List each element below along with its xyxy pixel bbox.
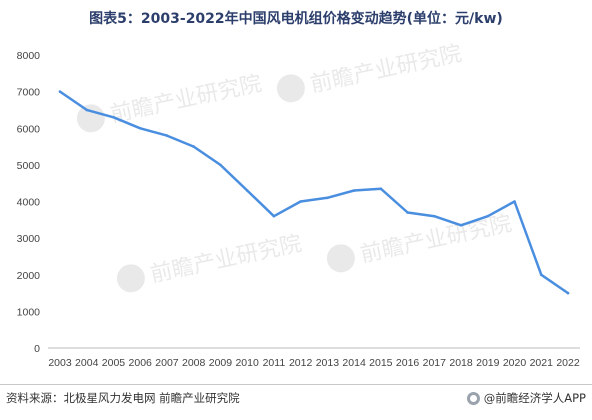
watermark-text: 前瞻产业研究院 xyxy=(358,210,514,266)
y-tick-label: 2000 xyxy=(17,270,41,282)
brand-credit: @前瞻经济学人APP xyxy=(466,390,586,406)
data-point xyxy=(58,90,62,93)
x-tick-label: 2004 xyxy=(75,357,99,369)
x-tick-label: 2015 xyxy=(369,357,393,369)
x-tick-label: 2019 xyxy=(476,357,500,369)
watermark-text: 前瞻产业研究院 xyxy=(108,70,264,126)
y-tick-label: 8000 xyxy=(17,50,41,62)
brand-text: @前瞻经济学人APP xyxy=(483,391,586,405)
data-point xyxy=(459,224,463,227)
data-point xyxy=(165,134,169,137)
watermark-logo: 前瞻产业研究院 xyxy=(116,230,304,293)
series-line xyxy=(58,90,570,295)
x-tick-label: 2005 xyxy=(102,357,126,369)
x-tick-label: 2020 xyxy=(503,357,527,369)
y-tick-label: 5000 xyxy=(17,160,41,172)
x-tick-label: 2003 xyxy=(48,357,72,369)
data-point xyxy=(486,214,490,218)
watermark-text: 前瞻产业研究院 xyxy=(308,40,464,96)
y-tick-label: 4000 xyxy=(17,197,41,209)
series-layer xyxy=(58,90,570,295)
data-point xyxy=(245,189,249,192)
y-tick-label: 0 xyxy=(34,343,40,355)
data-point xyxy=(433,214,436,218)
watermark-logo: 前瞻产业研究院 xyxy=(76,70,264,133)
x-tick-label: 2016 xyxy=(396,357,420,369)
x-axis: 2003 2004 2005 2006 2007 2008 2009 2010 2011 2012… xyxy=(48,347,580,369)
watermark-logo: 前瞻产业研究院 xyxy=(276,40,464,103)
app-logo-icon xyxy=(466,391,480,405)
data-point xyxy=(513,200,516,203)
data-point xyxy=(406,211,409,214)
x-tick-label: 2010 xyxy=(235,357,259,369)
y-tick-label: 6000 xyxy=(17,123,41,135)
data-point xyxy=(85,108,89,112)
y-axis: 0 1000 2000 3000 4000 5000 6000 7000 8000 xyxy=(17,50,41,355)
data-point xyxy=(112,115,115,119)
x-tick-label: 2012 xyxy=(289,357,313,369)
footer-divider xyxy=(0,384,592,385)
data-point xyxy=(219,163,222,167)
x-tick-label: 2018 xyxy=(449,357,473,369)
x-tick-label: 2009 xyxy=(209,357,233,369)
y-tick-label: 3000 xyxy=(17,233,41,245)
watermark-logo: 前瞻产业研究院 xyxy=(326,210,514,273)
x-tick-label: 2006 xyxy=(129,357,153,369)
x-tick-label: 2014 xyxy=(342,357,366,369)
x-tick-label: 2011 xyxy=(263,357,286,369)
data-point xyxy=(379,187,383,190)
x-tick-label: 2017 xyxy=(423,357,447,369)
x-tick-label: 2007 xyxy=(155,357,179,369)
data-point xyxy=(299,200,302,203)
data-point xyxy=(192,145,195,148)
y-tick-label: 1000 xyxy=(17,306,41,318)
x-tick-label: 2008 xyxy=(182,357,206,369)
data-point xyxy=(566,291,570,295)
data-point xyxy=(272,214,276,218)
line-chart: 前瞻产业研究院 前瞻产业研究院 前瞻产业研究院 前瞻产业研究院 0 1000 200… xyxy=(17,40,580,369)
watermark-layer: 前瞻产业研究院 前瞻产业研究院 前瞻产业研究院 前瞻产业研究院 xyxy=(76,40,514,293)
data-point xyxy=(352,189,356,192)
data-point xyxy=(539,273,543,277)
y-tick-label: 7000 xyxy=(17,87,41,99)
data-point xyxy=(138,126,142,130)
chart-title: 图表5：2003-2022年中国风电机组价格变动趋势(单位：元/kw) xyxy=(89,11,503,27)
source-note: 资料来源：北极星风力发电网 前瞻产业研究院 xyxy=(6,391,240,405)
x-tick-label: 2022 xyxy=(556,357,580,369)
x-tick-label: 2013 xyxy=(316,357,340,369)
watermark-text: 前瞻产业研究院 xyxy=(148,230,304,286)
data-point xyxy=(326,196,329,200)
x-tick-label: 2021 xyxy=(530,357,554,369)
